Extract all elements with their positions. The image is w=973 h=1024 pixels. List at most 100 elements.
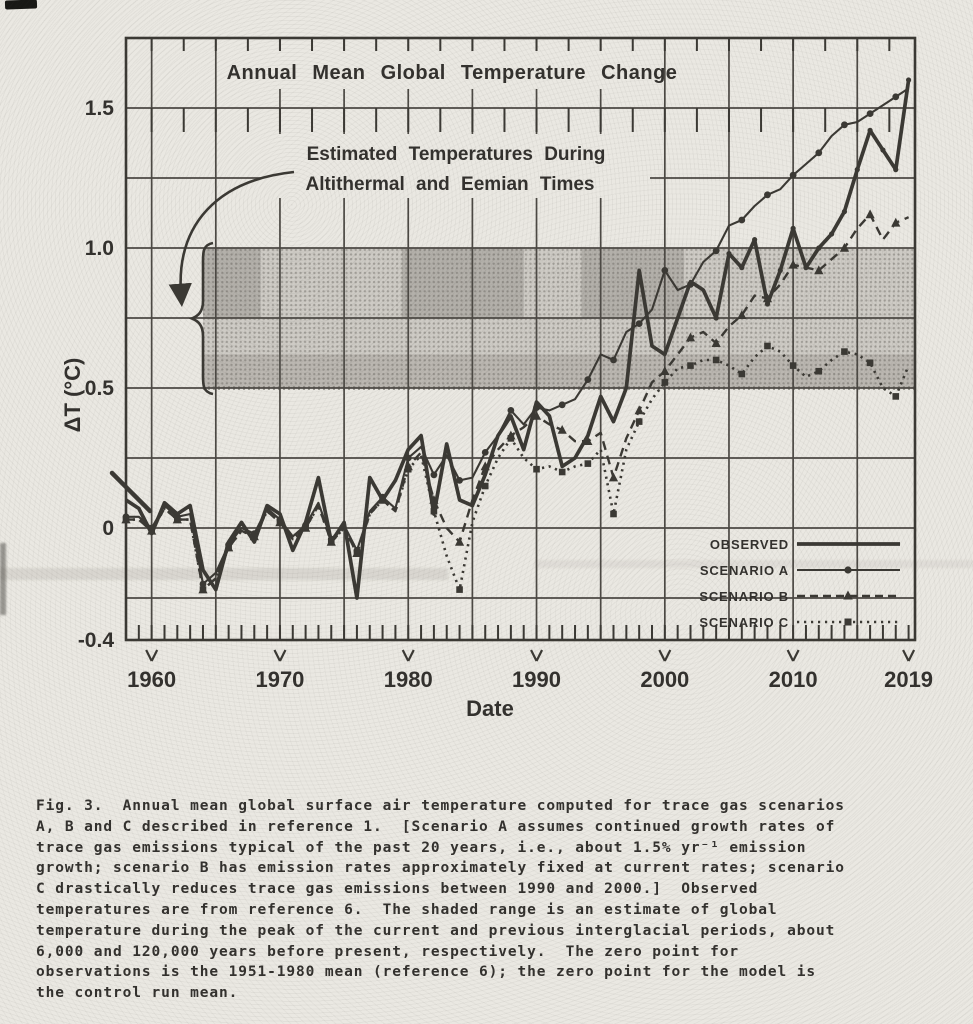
triangle-marker-icon (660, 366, 670, 375)
square-marker-icon (789, 362, 797, 369)
circle-marker-icon (635, 320, 643, 327)
triangle-marker-icon (839, 243, 850, 252)
square-marker-icon (687, 362, 694, 369)
dot-marker-icon (905, 77, 912, 83)
figure-caption: Fig. 3. Annual mean global surface air t… (36, 798, 845, 1002)
dot-marker-icon (841, 209, 848, 215)
shaded-band-brace (188, 241, 214, 396)
x-axis-title: Date (466, 696, 514, 721)
legend: OBSERVED SCENARIO A SCENARIO B SCENARIO … (699, 537, 900, 630)
dot-marker-icon (752, 237, 758, 243)
decade-caret-icon (786, 649, 795, 662)
decade-caret-icon (792, 649, 800, 662)
circle-marker-icon (584, 376, 592, 383)
square-marker-icon (841, 348, 848, 355)
circle-marker-icon (173, 513, 181, 521)
dot-marker-icon (726, 251, 732, 257)
x-tick-label: 2000 (640, 667, 689, 692)
dot-marker-icon (867, 127, 873, 133)
y-tick-label: 0.5 (85, 377, 115, 400)
dot-marker-icon (816, 245, 822, 251)
scan-artifact-streak (0, 568, 448, 580)
dot-marker-icon (829, 231, 835, 237)
decade-caret-icon (907, 649, 916, 662)
scan-artifact-smudge (0, 543, 6, 615)
annotation-line1: Estimated Temperatures During (307, 144, 606, 165)
dot-marker-icon (790, 225, 796, 231)
triangle-marker-icon (506, 430, 516, 440)
square-marker-icon (610, 510, 617, 518)
circle-marker-icon (789, 171, 797, 179)
circle-marker-icon (841, 121, 848, 129)
triangle-marker-icon (814, 265, 824, 275)
dot-marker-icon (854, 167, 860, 173)
dot-marker-icon (713, 315, 719, 321)
square-marker-icon (844, 618, 852, 626)
circle-marker-icon (844, 566, 852, 574)
temperature-chart-figure: 1960 1970 1980 1990 2000 2010 2019 1.5 1.0 0.5 0 -… (60, 36, 933, 721)
triangle-marker-icon (865, 209, 875, 219)
observed-line (124, 79, 911, 600)
x-tick-label: 2019 (884, 667, 933, 692)
y-tick-label: 1.0 (85, 237, 114, 260)
decade-caret-icon (902, 649, 910, 662)
dot-marker-icon (739, 265, 745, 271)
triangle-marker-icon (454, 537, 465, 546)
circle-marker-icon (738, 216, 746, 224)
x-axis-labels: 1960 1970 1980 1990 2000 2010 2019 (127, 649, 933, 692)
annotation-curved-arrow (168, 170, 295, 307)
decade-caret-icon (145, 649, 153, 662)
legend-label-scenario-b: SCENARIO B (699, 589, 789, 604)
y-tick-label: -0.4 (78, 629, 115, 652)
circle-marker-icon (353, 547, 361, 554)
axis-ticks (125, 38, 910, 640)
circle-marker-icon (610, 356, 617, 364)
x-tick-label: 1960 (127, 667, 176, 692)
circle-marker-icon (456, 477, 463, 484)
chart-title: Annual Mean Global Temperature Change (227, 62, 678, 84)
square-marker-icon (712, 356, 720, 364)
circle-marker-icon (558, 401, 566, 409)
circle-marker-icon (764, 191, 771, 199)
square-marker-icon (456, 586, 463, 593)
square-marker-icon (635, 418, 643, 425)
decade-caret-icon (273, 649, 281, 662)
decade-caret-icon (530, 649, 538, 662)
annotation-line2: Altithermal and Eemian Times (305, 174, 594, 195)
circle-marker-icon (199, 580, 207, 588)
circle-marker-icon (815, 149, 823, 157)
legend-label-observed: OBSERVED (710, 537, 789, 552)
title-halo (250, 51, 654, 89)
square-marker-icon (533, 465, 540, 473)
decade-caret-icon (535, 649, 544, 662)
dot-marker-icon (803, 265, 809, 271)
x-tick-label: 1990 (512, 667, 561, 692)
triangle-marker-icon (557, 425, 567, 434)
square-marker-icon (764, 342, 771, 350)
square-marker-icon (584, 460, 592, 467)
scenario_a-line (126, 87, 910, 586)
scan-artifact-streak (535, 560, 973, 568)
decade-caret-icon (401, 649, 410, 662)
triangle-marker-icon (685, 332, 696, 342)
x-tick-label: 1970 (255, 667, 304, 692)
decade-caret-icon (150, 649, 159, 662)
decade-caret-icon (658, 649, 666, 662)
circle-marker-icon (866, 110, 874, 117)
square-marker-icon (661, 379, 669, 386)
annotation-halo (262, 134, 650, 198)
square-marker-icon (738, 370, 746, 378)
square-marker-icon (815, 367, 823, 375)
triangle-marker-icon (711, 338, 721, 347)
hansen-scenarios-chart: 1960 1970 1980 1990 2000 2010 2019 1.5 1.0 0.5 0 -… (60, 36, 933, 721)
legend-label-scenario-a: SCENARIO A (700, 563, 789, 578)
x-tick-label: 1980 (384, 667, 433, 692)
square-marker-icon (892, 393, 900, 400)
triangle-marker-icon (737, 310, 747, 319)
dot-marker-icon (893, 167, 899, 173)
dot-marker-icon (880, 147, 886, 153)
data-series (121, 77, 912, 600)
y-axis-title: ΔT (°C) (60, 358, 85, 433)
triangle-marker-icon (843, 590, 853, 600)
